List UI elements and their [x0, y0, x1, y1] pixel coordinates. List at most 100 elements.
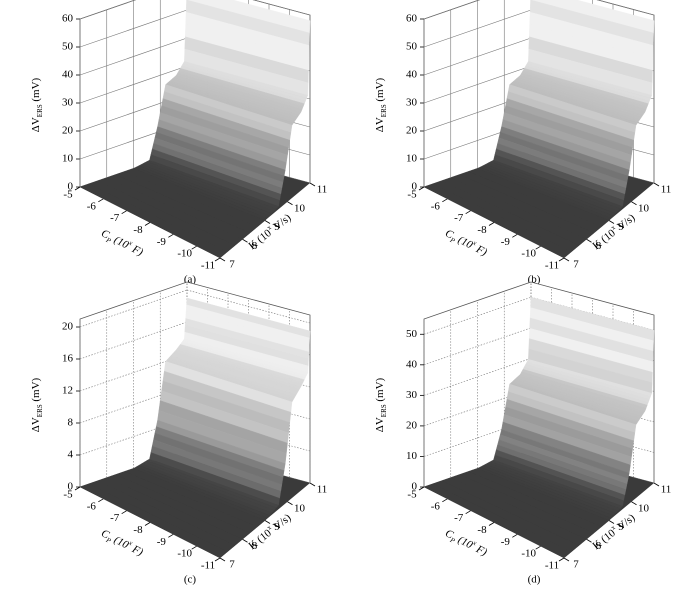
z-axis-label-part: ERS — [36, 404, 44, 417]
grid-line — [79, 321, 188, 360]
k-tick-label: 11 — [317, 484, 328, 496]
cp-tick — [535, 245, 541, 250]
z-axis-label-part: ERS — [380, 104, 388, 117]
k-axis-label-part: x — [609, 223, 617, 232]
z-axis-label: ΔVERS (mV) — [374, 377, 388, 432]
cp-tick — [558, 257, 565, 262]
cp-tick — [98, 198, 104, 203]
z-axis-label: ΔVERS (mV) — [30, 77, 44, 132]
cp-tick-label: -7 — [110, 212, 120, 224]
k-tick — [586, 238, 592, 243]
cp-axis-label-part: P — [448, 535, 457, 545]
cp-axis-label-part: P — [104, 535, 113, 545]
cp-axis-label-part: P — [104, 235, 113, 245]
k-tick-label: 8 — [252, 240, 258, 252]
k-tick-label: 10 — [294, 502, 306, 514]
k-tick-label: 10 — [638, 502, 650, 514]
k-tick — [287, 501, 293, 506]
z-tick-label: 30 — [406, 389, 418, 401]
cp-tick-label: -11 — [201, 260, 215, 272]
k-tick-label: 11 — [317, 184, 328, 196]
k-tick-label: 7 — [573, 259, 579, 271]
cp-axis-label-part: x — [471, 238, 479, 247]
z-tick-label: 12 — [62, 385, 73, 397]
cp-tick-label: -6 — [87, 200, 97, 212]
grid-line — [79, 289, 188, 328]
k-tick — [563, 557, 570, 562]
cp-tick-label: -10 — [177, 248, 192, 260]
z-tick-label: 50 — [62, 41, 74, 53]
cp-tick-label: -9 — [157, 536, 167, 548]
surface-strip — [79, 483, 228, 559]
z-tick-label: 60 — [406, 13, 418, 25]
cp-tick — [418, 186, 425, 191]
k-tick-label: 11 — [661, 184, 672, 196]
z-tick-label: 30 — [62, 97, 74, 109]
cp-tick-label: -8 — [477, 524, 487, 536]
k-tick — [219, 557, 226, 562]
caption: (d) — [528, 574, 541, 586]
z-tick-label: 50 — [406, 41, 418, 53]
k-tick-label: 7 — [573, 559, 579, 571]
cp-tick — [191, 245, 197, 250]
surface-strip — [423, 483, 572, 559]
cp-tick-label: -5 — [63, 489, 73, 501]
k-tick-label: 10 — [638, 202, 650, 214]
cp-tick-label: -9 — [157, 236, 167, 248]
cp-tick-label: -9 — [501, 236, 511, 248]
z-axis-label-part: (mV) — [374, 77, 386, 104]
z-tick-label: 10 — [406, 450, 418, 462]
z-axis-label: ΔVERS (mV) — [30, 377, 44, 432]
z-tick-label: 10 — [406, 153, 418, 165]
k-tick-label: 8 — [596, 540, 602, 552]
cp-tick-label: -8 — [477, 224, 487, 236]
cp-tick-label: -6 — [87, 500, 97, 512]
z-axis-label-part: (mV) — [30, 77, 42, 104]
k-axis-label-part: V/s) — [613, 511, 638, 534]
z-tick-label: 4 — [68, 449, 74, 461]
cp-tick — [191, 545, 197, 550]
k-tick — [653, 482, 660, 487]
cp-tick — [121, 210, 127, 215]
cp-tick-label: -8 — [133, 224, 143, 236]
cp-axis-label-part: x — [127, 538, 135, 547]
cp-axis-label-part: (10 — [454, 532, 475, 551]
cp-tick — [488, 522, 495, 526]
cp-axis-label-part: F) — [472, 542, 489, 559]
z-tick-label: 10 — [62, 153, 74, 165]
grid-line — [423, 296, 532, 335]
z-axis-label-part: ΔV — [30, 117, 42, 132]
cp-axis-label-part: (10 — [110, 532, 131, 551]
cp-tick-label: -6 — [431, 200, 441, 212]
k-tick-label: 11 — [661, 484, 672, 496]
z-axis-label-part: ΔV — [30, 417, 42, 432]
cp-tick — [442, 198, 448, 203]
k-tick-label: 7 — [229, 259, 235, 271]
cp-tick — [144, 222, 151, 226]
z-tick-label: 20 — [406, 125, 418, 137]
cp-tick-label: -11 — [545, 560, 559, 572]
cp-tick-label: -10 — [521, 248, 536, 260]
z-tick-label: 60 — [62, 13, 74, 25]
cp-tick — [418, 486, 425, 491]
cp-tick — [214, 557, 221, 562]
cp-tick-label: -10 — [521, 548, 536, 560]
z-axis-label-part: ΔV — [374, 117, 386, 132]
z-axis-label-part: ERS — [380, 404, 388, 417]
cp-axis-label-part: (10 — [110, 232, 131, 251]
k-axis-label-part: x — [609, 523, 617, 532]
cp-tick — [535, 545, 541, 550]
cp-tick — [98, 498, 104, 503]
cp-tick — [214, 257, 221, 262]
z-tick-label: 40 — [406, 358, 418, 370]
z-tick-label: 0 — [412, 481, 418, 493]
cp-tick-label: -7 — [110, 512, 120, 524]
panel: 0 4 8 12 16 20 7 8 9 10 11 -5 -6 -7 -8 -9 -10 -11 ΔVERS (m… — [30, 281, 328, 586]
k-tick — [219, 257, 226, 262]
k-tick-label: 9 — [274, 521, 280, 533]
k-tick — [653, 182, 660, 187]
cp-tick-label: -9 — [501, 536, 511, 548]
k-axis-label-part: V/s) — [613, 211, 638, 234]
panel: 0 10 20 30 40 50 7 8 9 10 11 -5 -6 -7 -8 -9 -10 -11 ΔVERS … — [374, 281, 672, 586]
